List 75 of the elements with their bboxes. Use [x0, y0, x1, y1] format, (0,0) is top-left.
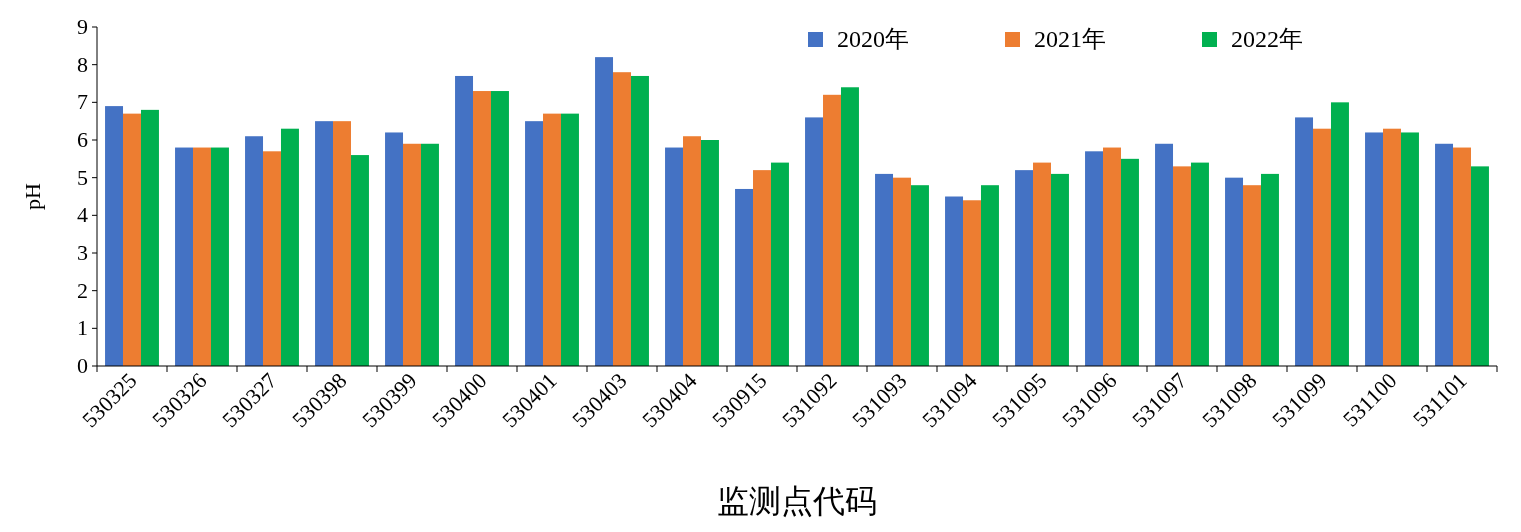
- bar: [963, 200, 981, 366]
- bar: [1383, 128, 1401, 366]
- bar: [350, 155, 369, 366]
- bar: [1050, 173, 1069, 366]
- bar: [613, 72, 631, 366]
- bar: [595, 57, 614, 366]
- bar: [263, 151, 281, 366]
- y-tick-label: 2: [77, 277, 88, 303]
- bar: [245, 136, 264, 366]
- y-tick-label: 1: [77, 315, 88, 341]
- bar: [105, 106, 124, 366]
- bar: [123, 113, 141, 366]
- bar: [175, 147, 194, 366]
- bar: [630, 75, 649, 366]
- legend-label: 2022年: [1231, 26, 1303, 52]
- bar: [543, 113, 561, 366]
- y-tick-label: 0: [77, 353, 88, 378]
- bar: [315, 121, 334, 366]
- bar: [1295, 117, 1314, 366]
- bar: [1103, 147, 1121, 366]
- bar: [525, 121, 544, 366]
- bar: [823, 94, 841, 366]
- bar: [840, 87, 859, 366]
- y-tick-label: 7: [77, 89, 88, 115]
- bar: [735, 188, 754, 366]
- y-tick-label: 8: [77, 51, 88, 77]
- bar: [1225, 177, 1244, 366]
- bar: [420, 143, 439, 366]
- bar: [1400, 132, 1419, 366]
- bar: [210, 147, 229, 366]
- bar: [140, 109, 159, 366]
- bar: [1470, 166, 1489, 366]
- bar: [455, 75, 474, 366]
- y-axis-title: pH: [20, 182, 45, 210]
- bar: [893, 177, 911, 366]
- bar: [385, 132, 404, 366]
- bar: [1313, 128, 1331, 366]
- bar: [473, 91, 491, 366]
- bar: [193, 147, 211, 366]
- bar: [1330, 102, 1349, 366]
- bar: [403, 143, 421, 366]
- bar: [910, 185, 929, 366]
- bar: [490, 91, 509, 366]
- bar: [1243, 185, 1261, 366]
- bar: [770, 162, 789, 366]
- bar: [1155, 143, 1174, 366]
- bar: [1120, 158, 1139, 366]
- bar: [805, 117, 824, 366]
- bar: [700, 140, 719, 366]
- y-tick-label: 3: [77, 240, 88, 265]
- y-tick-label: 5: [77, 164, 88, 190]
- bar: [980, 185, 999, 366]
- bar: [1173, 166, 1191, 366]
- y-tick-label: 9: [77, 14, 88, 39]
- bar: [1453, 147, 1471, 366]
- bar: [333, 121, 351, 366]
- bar: [1015, 170, 1034, 366]
- legend-label: 2021年: [1034, 26, 1106, 52]
- bar: [1085, 151, 1104, 366]
- bar: [1365, 132, 1384, 366]
- y-tick-label: 4: [77, 202, 88, 228]
- bar: [1435, 143, 1454, 366]
- bar: [875, 173, 894, 366]
- bar: [560, 113, 579, 366]
- bar: [1190, 162, 1209, 366]
- bar: [753, 170, 771, 366]
- y-tick-label: 6: [77, 127, 88, 152]
- bar: [945, 196, 964, 366]
- bar: [683, 136, 701, 366]
- bar: [665, 147, 684, 366]
- bar: [280, 128, 299, 366]
- legend-label: 2020年: [837, 26, 909, 52]
- bar: [1260, 173, 1279, 366]
- x-axis-title: 监测点代码: [717, 483, 877, 519]
- bar: [1033, 162, 1051, 366]
